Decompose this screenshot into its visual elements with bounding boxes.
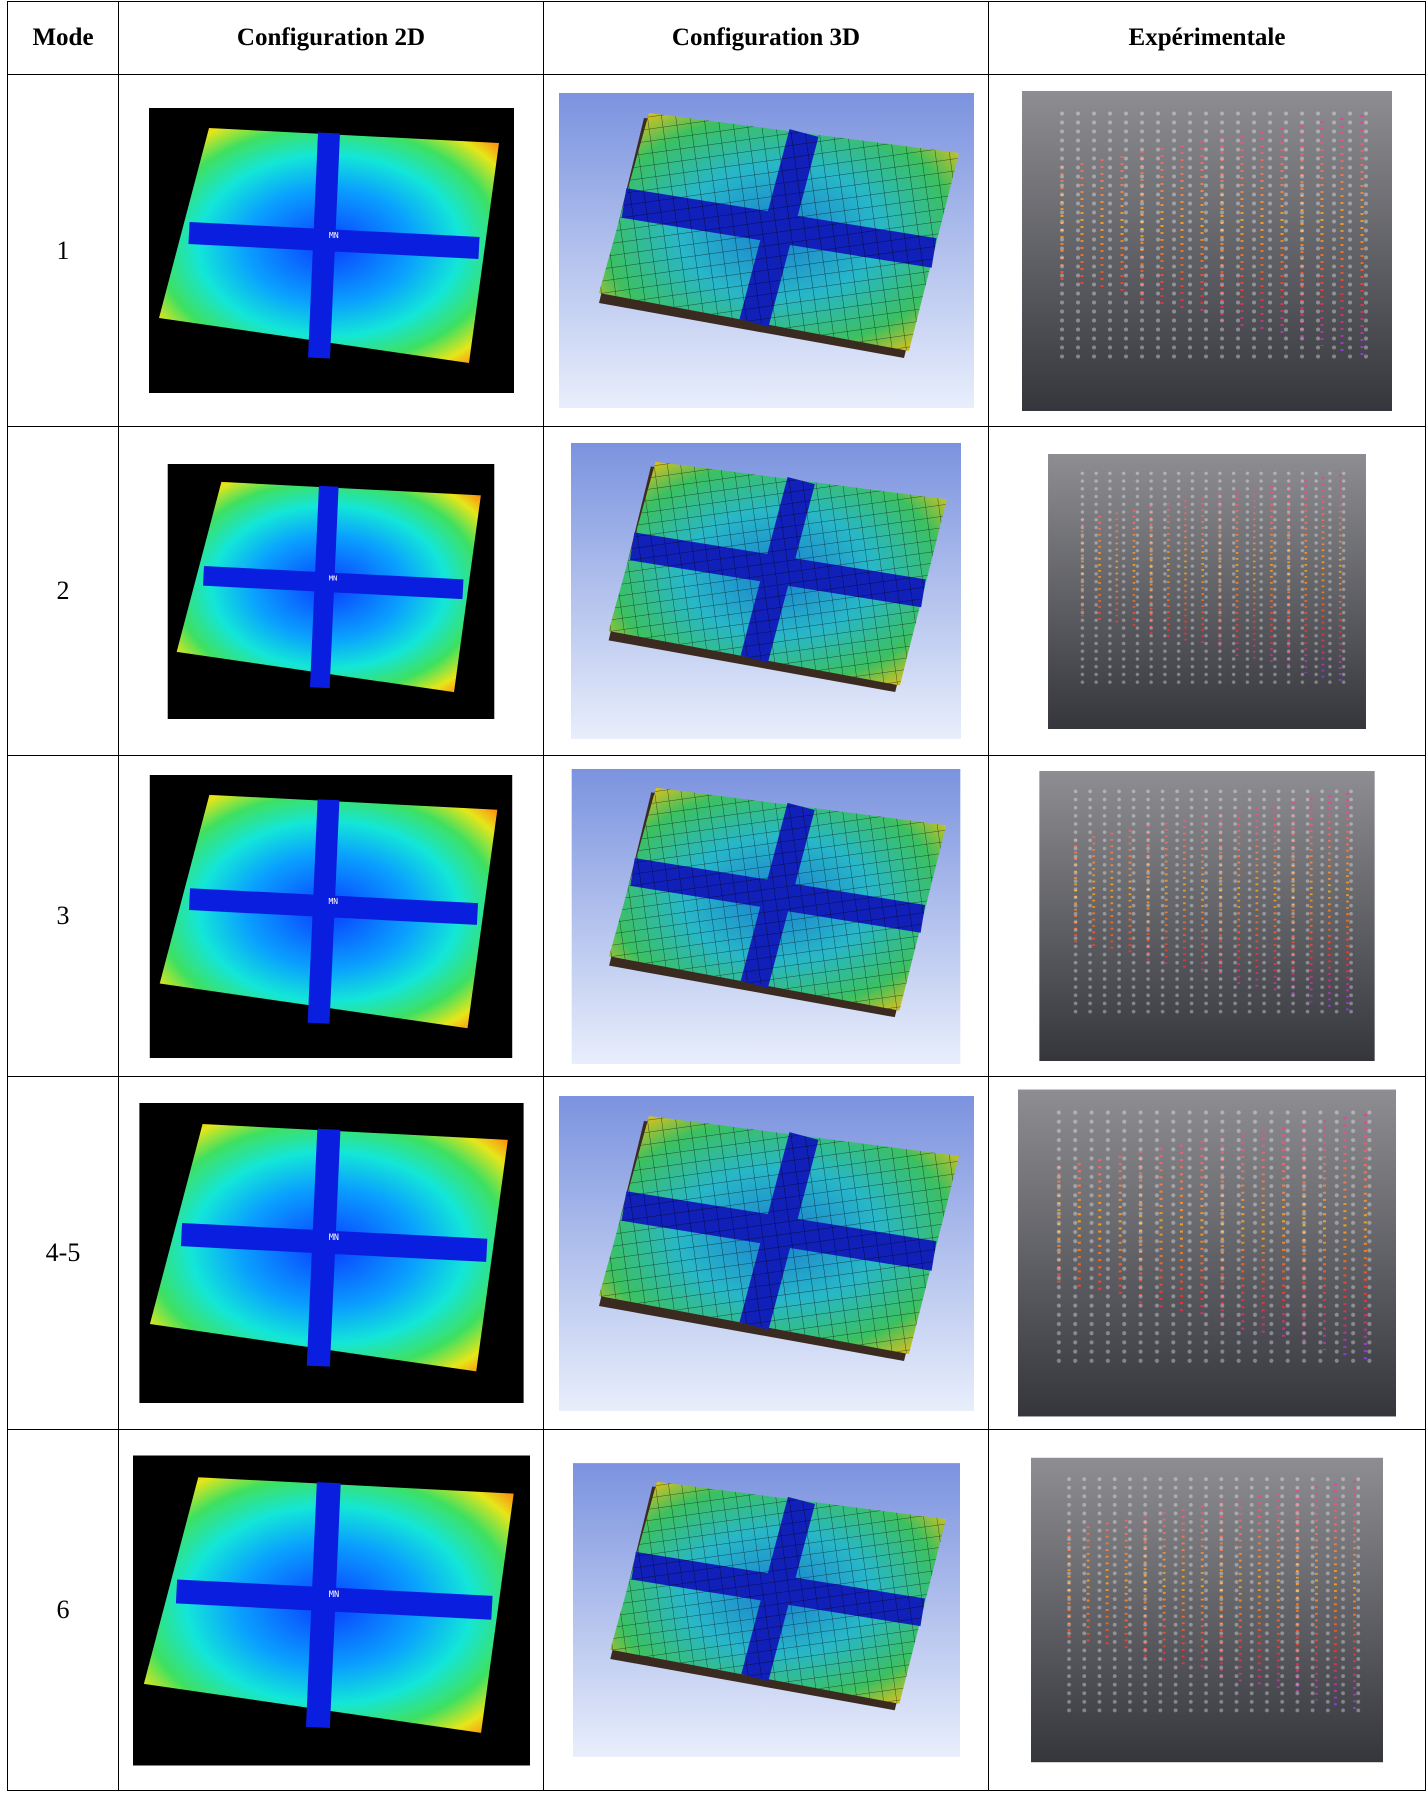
- mode-cell: 2: [7, 426, 119, 756]
- header-row: Mode Configuration 2D Configuration 3D E…: [7, 1, 1426, 75]
- image-cell: [118, 74, 544, 427]
- image-cell: [988, 755, 1426, 1077]
- header-cell: Configuration 3D: [543, 1, 989, 75]
- header-cell: Configuration 2D: [118, 1, 544, 75]
- row: 4-5: [7, 1076, 1426, 1430]
- image-2d: [148, 775, 514, 1058]
- image-cell: [543, 1429, 989, 1791]
- row: 6: [7, 1429, 1426, 1791]
- mode-cell: 3: [7, 755, 119, 1077]
- image-cell: [118, 755, 544, 1077]
- mode-cell: 4-5: [7, 1076, 119, 1430]
- image-exp: [1021, 771, 1393, 1061]
- image-cell: [543, 1076, 989, 1430]
- modes-table: Mode Configuration 2D Configuration 3D E…: [7, 1, 1426, 1791]
- mode-cell: 1: [7, 74, 119, 427]
- mode-cell: 6: [7, 1429, 119, 1791]
- header-cell: Mode: [7, 1, 119, 75]
- image-cell: [543, 426, 989, 756]
- image-exp: [1012, 454, 1402, 729]
- row: 2: [7, 426, 1426, 756]
- image-cell: [118, 1429, 544, 1791]
- row: 1: [7, 74, 1426, 427]
- image-cell: [988, 74, 1426, 427]
- header-cell: Expérimentale: [988, 1, 1426, 75]
- image-3d: [571, 769, 961, 1064]
- image-3d: [559, 1086, 974, 1421]
- image-3d: [571, 442, 961, 740]
- row: 3: [7, 755, 1426, 1077]
- image-exp: [1018, 1088, 1396, 1418]
- image-2d: [149, 108, 514, 393]
- image-exp: [1022, 91, 1392, 411]
- image-3d: [559, 93, 974, 408]
- image-cell: [543, 74, 989, 427]
- image-cell: [118, 1076, 544, 1430]
- image-cell: [988, 426, 1426, 756]
- image-cell: [988, 1429, 1426, 1791]
- image-2d: [133, 1443, 530, 1778]
- image-2d: [147, 464, 515, 719]
- image-cell: [118, 426, 544, 756]
- image-2d: [134, 1103, 529, 1403]
- image-cell: [988, 1076, 1426, 1430]
- image-3d: [573, 1451, 960, 1769]
- image-exp: [1031, 1451, 1383, 1769]
- image-cell: [543, 755, 989, 1077]
